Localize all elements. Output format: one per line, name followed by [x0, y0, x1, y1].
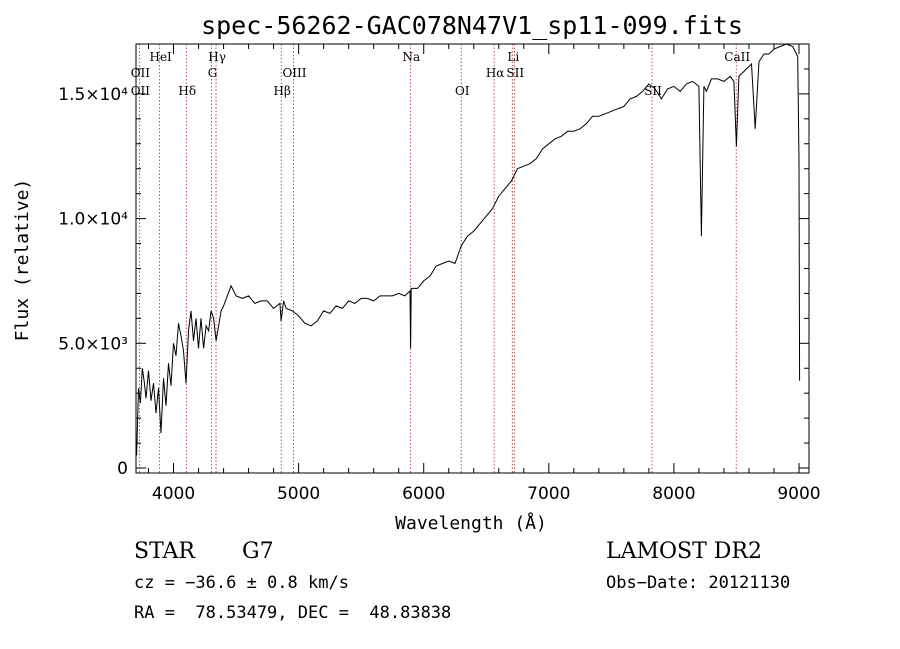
spectral-line-label: OII: [131, 84, 151, 98]
plot-frame: [135, 43, 810, 474]
spectral-line-label: OII: [131, 66, 151, 80]
spectral-line-label: Hγ: [208, 50, 226, 64]
spectral-line-label: G: [208, 66, 218, 80]
x-tick-label: 6000: [402, 484, 445, 504]
x-tick-label: 9000: [777, 484, 820, 504]
axis-ticks: [136, 44, 809, 473]
spectral-line-label: Hδ: [178, 84, 196, 98]
spectral-line-label: CaII: [724, 50, 750, 64]
y-tick-label: 0: [117, 459, 128, 479]
x-tick-label: 5000: [277, 484, 320, 504]
spectral-line-label: OIII: [282, 66, 306, 80]
spectral-line-label: SII: [506, 66, 524, 80]
spectral-line-label: SII: [644, 84, 662, 98]
x-tick-label: 7000: [527, 484, 570, 504]
observation-date: Obs−Date: 20121130: [606, 573, 791, 593]
spectral-subclass: G7: [242, 539, 274, 564]
redshift-value: cz = −36.6 ± 0.8 km/s: [134, 573, 349, 593]
chart-title: spec-56262-GAC078N47V1_sp11-099.fits: [201, 11, 743, 40]
spectral-line-label: Li: [507, 50, 519, 64]
object-class: STAR: [134, 539, 195, 564]
x-axis-label: Wavelength (Å): [395, 512, 547, 534]
coordinates: RA = 78.53479, DEC = 48.83838: [134, 603, 452, 623]
spectral-line-label: OI: [455, 84, 470, 98]
spectrum-series: [136, 43, 801, 456]
spectral-line-label: Hβ: [274, 84, 291, 98]
x-tick-label: 4000: [152, 484, 195, 504]
y-tick-label: 5.0×10³: [58, 334, 128, 354]
x-tick-label: 8000: [652, 484, 695, 504]
survey-name: LAMOST DR2: [606, 539, 762, 564]
spectral-line-label: Hα: [486, 66, 505, 80]
spectral-line-label: HeI: [149, 50, 172, 64]
y-tick-label: 1.5×10⁴: [58, 85, 128, 105]
y-tick-label: 1.0×10⁴: [58, 210, 128, 230]
spectrum-chart: spec-56262-GAC078N47V1_sp11-099.fits OII…: [12, 11, 821, 534]
spectral-line-label: Na: [403, 50, 421, 64]
tick-labels: 4000 5000 6000 7000 8000 9000 0 5.0×10³ 1.0×10⁴ 1…: [58, 85, 820, 504]
y-axis-label: Flux (relative): [12, 179, 33, 342]
